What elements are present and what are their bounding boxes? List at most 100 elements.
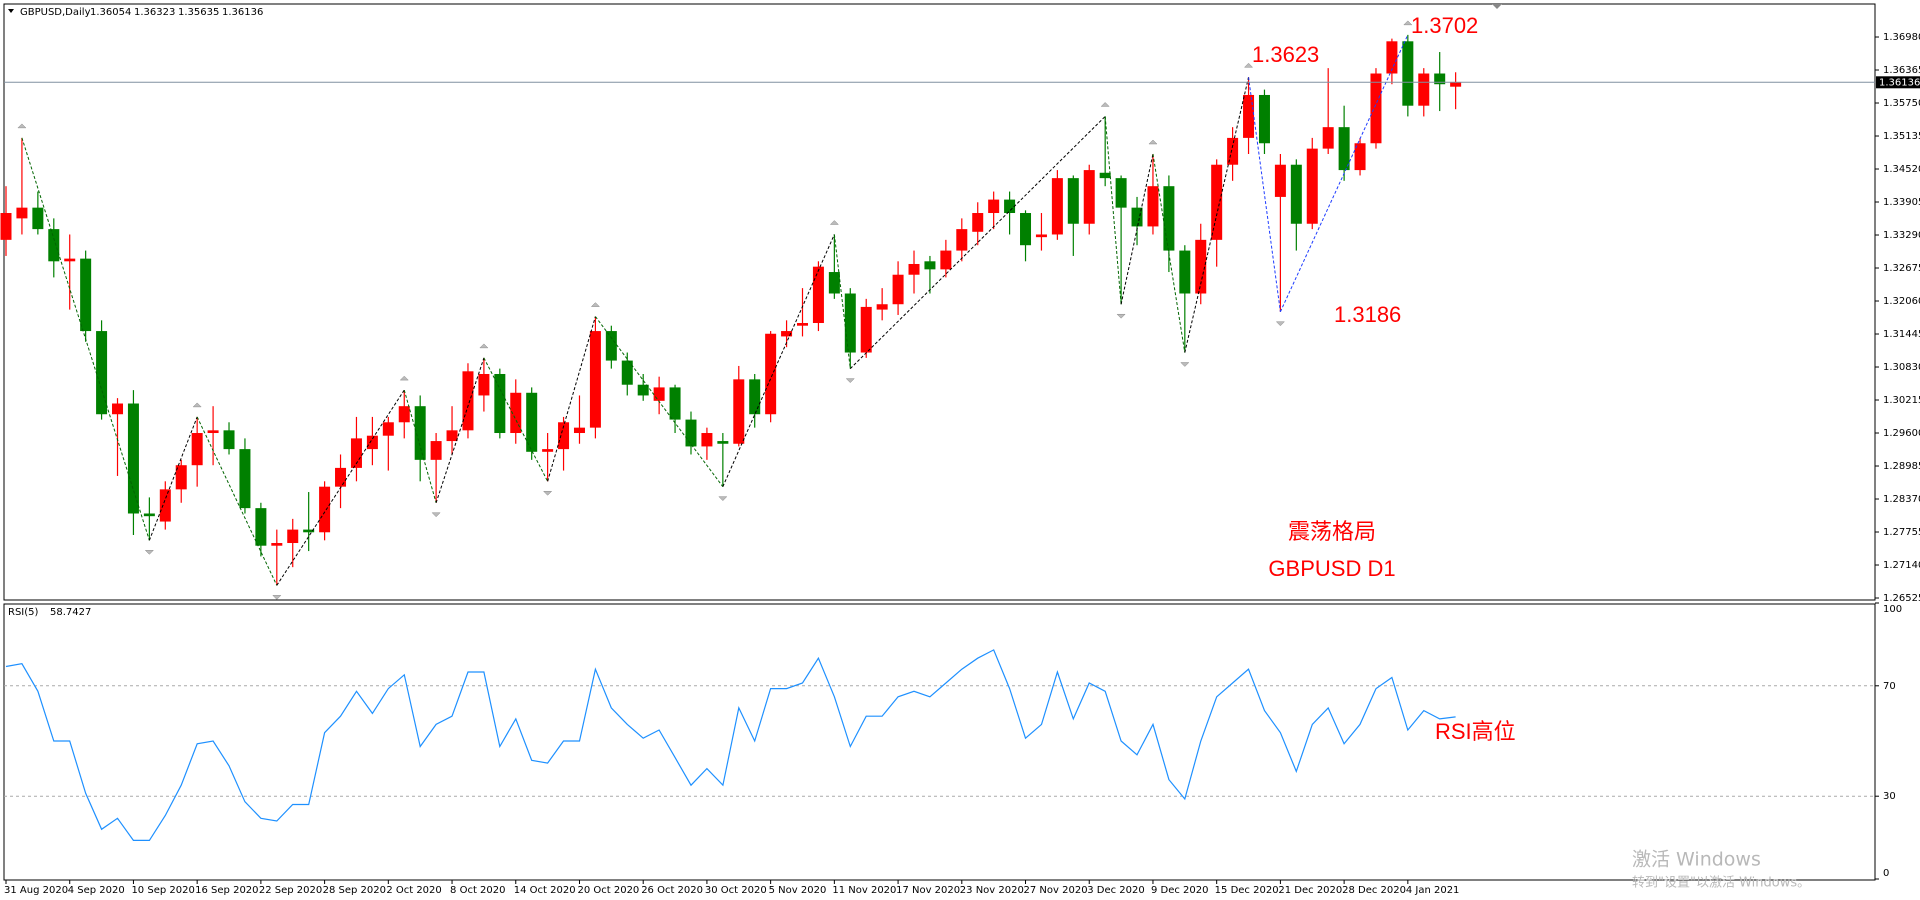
- candle-body: [96, 331, 108, 415]
- x-tick-label: 4 Sep 2020: [68, 885, 125, 896]
- candle-body: [1020, 213, 1032, 246]
- candle-body: [143, 513, 155, 517]
- fractal-arrow: [590, 302, 601, 307]
- candle-body: [303, 529, 315, 533]
- fractal-arrow: [272, 595, 282, 600]
- watermark: 激活 Windows: [1632, 849, 1761, 871]
- candle-body: [48, 229, 60, 262]
- y-tick-label: 1.32060: [1883, 296, 1920, 307]
- candle-body: [1051, 178, 1063, 235]
- candle-body: [1227, 137, 1239, 165]
- x-tick-label: 31 Aug 2020: [4, 885, 68, 896]
- main-pane: [3, 3, 1876, 601]
- x-tick-label: 30 Oct 2020: [705, 885, 767, 896]
- x-tick-label: 16 Sep 2020: [195, 885, 258, 896]
- y-tick-label: 1.35135: [1883, 131, 1920, 142]
- ohlc-value: 1.36054: [90, 7, 131, 18]
- candle-body: [287, 529, 299, 544]
- y-tick-label: 1.29600: [1883, 428, 1920, 439]
- x-tick-label: 26 Oct 2020: [641, 885, 703, 896]
- y-tick-label: 70: [1883, 681, 1896, 692]
- zigzag: [1120, 153, 1154, 305]
- candle-body: [1386, 41, 1398, 74]
- candle-body: [749, 379, 761, 415]
- candle-body: [924, 261, 936, 270]
- candle-body: [1258, 94, 1270, 144]
- candle-body: [175, 465, 187, 490]
- zigzag: [21, 137, 150, 541]
- price-tag-label: 1.36136: [1879, 77, 1920, 88]
- candle-body: [223, 430, 235, 450]
- y-tick-label: 0: [1883, 868, 1889, 879]
- candle-body: [335, 467, 347, 487]
- y-tick-label: 1.33905: [1883, 197, 1920, 208]
- rsi-pane: [3, 603, 1876, 881]
- candle-body: [940, 250, 952, 270]
- candle-body: [1211, 164, 1223, 240]
- price-annotation: 1.3186: [1334, 302, 1401, 327]
- candle-body: [1243, 94, 1255, 138]
- x-tick-label: 8 Oct 2020: [450, 885, 505, 896]
- x-tick-label: 20 Oct 2020: [577, 885, 639, 896]
- candle-body: [988, 199, 1000, 214]
- candle-body: [319, 486, 331, 533]
- candle-body: [430, 441, 442, 460]
- candle-body: [860, 306, 872, 353]
- x-tick-label: 28 Dec 2020: [1342, 885, 1406, 896]
- y-tick-label: 1.27140: [1883, 560, 1920, 571]
- candle-body: [1306, 148, 1318, 224]
- zigzag: [547, 316, 596, 482]
- candle-body: [701, 433, 713, 447]
- candle-body: [1402, 41, 1414, 106]
- candle-body: [797, 323, 808, 326]
- candle-body: [1067, 178, 1079, 224]
- candle-body: [637, 384, 649, 396]
- x-tick-label: 3 Dec 2020: [1087, 885, 1145, 896]
- fractal-arrow: [1275, 321, 1286, 327]
- fractal-arrow: [431, 512, 441, 518]
- zigzag: [435, 357, 485, 503]
- x-tick-label: 22 Sep 2020: [259, 885, 322, 896]
- zigzag: [276, 389, 405, 586]
- fractal-arrow: [1243, 62, 1254, 68]
- candle-body: [542, 449, 554, 452]
- zigzag: [483, 357, 549, 482]
- y-tick-label: 1.28370: [1883, 494, 1920, 505]
- candle-body: [494, 373, 506, 434]
- candle-body: [1450, 82, 1462, 87]
- candle-body: [589, 331, 601, 428]
- candle-body: [908, 263, 920, 275]
- price-annotation: 1.3702: [1411, 13, 1478, 38]
- y-tick-label: 1.36365: [1883, 65, 1920, 76]
- x-tick-label: 15 Dec 2020: [1215, 885, 1279, 896]
- candle-body: [1147, 186, 1159, 227]
- y-tick-label: 1.34520: [1883, 164, 1920, 175]
- candle-body: [1179, 250, 1191, 294]
- candle-body: [526, 392, 538, 452]
- candle-body: [653, 387, 665, 401]
- candle-body: [255, 508, 267, 546]
- y-tick-label: 1.35750: [1883, 98, 1920, 109]
- zigzag: [595, 316, 724, 487]
- y-tick-label: 1.30830: [1883, 362, 1920, 373]
- candle-body: [112, 403, 124, 415]
- candle-body: [733, 379, 745, 444]
- annotation: GBPUSD D1: [1268, 556, 1395, 581]
- candle-body: [1338, 127, 1350, 171]
- candle-body: [972, 213, 984, 232]
- y-tick-label: 1.26525: [1883, 593, 1920, 604]
- candle-body: [558, 422, 570, 450]
- x-tick-label: 4 Jan 2021: [1406, 885, 1460, 896]
- zigzag: [1248, 77, 1281, 312]
- ohlc-value: 1.36136: [222, 7, 263, 18]
- fractal-arrow: [1116, 313, 1126, 319]
- menu-arrow[interactable]: [8, 9, 14, 13]
- candle-body: [621, 360, 633, 385]
- candle-body: [956, 229, 968, 251]
- y-tick-label: 1.33290: [1883, 230, 1920, 241]
- candle-body: [812, 266, 824, 324]
- candle-body: [1004, 199, 1016, 214]
- candle-body: [127, 403, 139, 514]
